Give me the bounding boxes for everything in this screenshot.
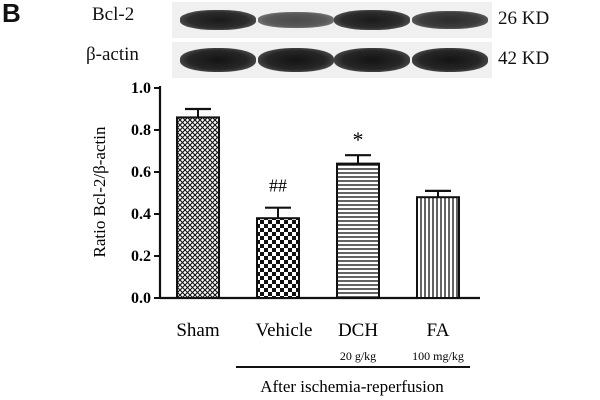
blot-band [258,48,334,72]
x-tick-label: Sham [176,320,220,341]
blot-kd-actin: 42 KD [498,48,550,69]
y-axis-label: Ratio Bcl-2/β-actin [90,126,109,257]
x-tick-label: FA [427,320,450,341]
blot-band [334,48,410,72]
bar [336,162,380,299]
blot-band [258,12,334,28]
bar [416,196,460,299]
group-label: After ischemia-reperfusion [260,377,444,396]
y-tick-label: 0.4 [131,206,151,223]
y-tick-label: 0.2 [131,248,151,265]
bar [256,217,300,299]
blot-label-bcl2: Bcl-2 [92,4,135,25]
blot-label-actin: β-actin [86,44,139,65]
y-tick-label: 0.8 [131,122,151,139]
blot-band [412,11,488,29]
blot-kd-bcl2: 26 KD [498,8,550,29]
y-tick-label: 0.0 [131,290,151,307]
y-tick-label: 0.6 [131,164,151,181]
significance-marker: * [353,127,364,152]
dose-label: 20 g/kg [340,349,376,363]
x-tick-label: Vehicle [256,320,313,341]
blot-band [180,10,256,30]
blot-band [334,10,410,30]
bar [176,116,220,300]
y-tick-label: 1.0 [131,80,151,97]
dose-label: 100 mg/kg [412,349,464,363]
blot-band [412,48,488,72]
x-tick-label: DCH [338,320,378,341]
panel-letter: B [2,0,21,28]
significance-marker: ## [269,176,287,196]
blot-band [180,48,256,72]
